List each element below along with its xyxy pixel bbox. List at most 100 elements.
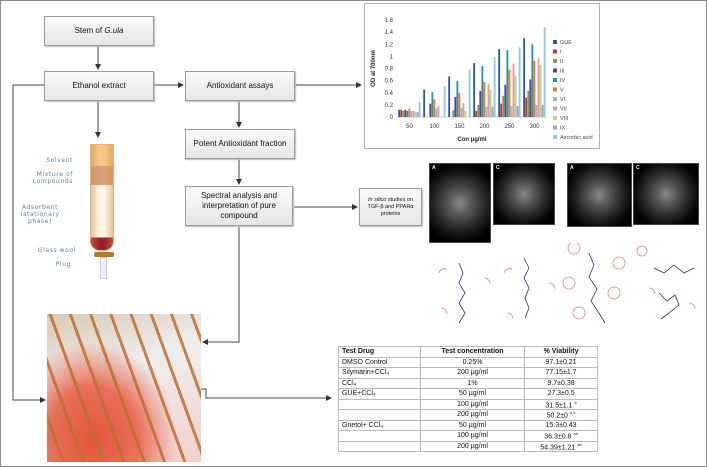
table-row: CCl₄ 1% 9.7±0.38 <box>338 377 598 389</box>
legend-label: IX <box>560 126 566 132</box>
bar-ii <box>402 110 405 117</box>
bar-ii <box>452 110 455 117</box>
table-row: GUE+CCl₄ 50 µg/ml 27.3±0.5 <box>338 388 598 400</box>
bar-gue <box>523 38 526 117</box>
bar-iv <box>456 81 459 117</box>
bar-viii <box>464 110 467 117</box>
bar-v <box>508 69 511 117</box>
cell-text: 36.3±0.8 <box>544 433 572 441</box>
cell-concentration: 200 µg/ml <box>419 367 526 379</box>
bar-vi <box>410 110 413 117</box>
bar-viii <box>514 76 517 117</box>
bar-ascorbic-acid <box>518 47 521 117</box>
legend-label: VIII <box>560 116 569 122</box>
legend-label: VI <box>560 97 566 103</box>
bar-vii <box>437 106 440 117</box>
ethanol-extract-box: Ethanol extract <box>44 71 154 101</box>
legend-label: GUE <box>560 40 572 46</box>
cell-viability: 9.7±0.38 <box>524 377 598 389</box>
bar-i <box>400 109 403 117</box>
bar-vi <box>460 107 463 117</box>
in-silico-italic: In silico <box>368 196 387 203</box>
bar-ascorbic-acid <box>418 101 421 117</box>
y-axis-label: OD at 700nm <box>371 50 377 87</box>
cell-concentration: 100 µg/ml <box>419 398 526 410</box>
panel-letter: A <box>432 165 436 171</box>
label-mixture: Mixture of compounds <box>32 171 73 185</box>
bar-viii <box>489 89 492 117</box>
stem-text: Stem of <box>74 26 105 35</box>
x-axis-label: Con µg/ml <box>457 137 486 143</box>
cell-concentration: 200 µg/ml <box>419 409 526 421</box>
x-tick-label: 100 <box>429 124 440 130</box>
bar-gue <box>498 49 501 117</box>
cell-viability: 50.2±0 a b <box>524 409 598 421</box>
legend-swatch <box>553 135 557 139</box>
y-tick-label: 1.6 <box>385 18 394 24</box>
legend-swatch <box>553 116 557 120</box>
label-solvent: Solvent <box>46 157 73 164</box>
bar-ix <box>491 106 494 117</box>
bar-ascorbic-acid <box>468 69 471 117</box>
bar-vi <box>485 106 488 117</box>
legend-label: Ascorbic acid <box>560 135 593 141</box>
bar-ascorbic-acid <box>443 86 446 117</box>
legend-label: III <box>560 69 565 75</box>
bar-i <box>525 97 528 117</box>
bar-ii <box>477 104 480 117</box>
bar-v <box>533 60 536 117</box>
y-tick-label: 1 <box>390 54 394 60</box>
cell-text: 50.2±0 <box>546 412 568 420</box>
col-header: Test Drug <box>338 346 421 358</box>
cell-text: 9.7±0.38 <box>547 379 575 387</box>
chromatography-column <box>90 144 114 251</box>
table-row: Gnetol+ CCl₄ 50 µg/ml 15.3±0.43 <box>338 419 598 431</box>
bar-iv <box>506 50 509 117</box>
bar-viii <box>414 112 417 117</box>
cell-concentration: 0.25% <box>419 356 526 368</box>
docking-image: C <box>633 163 699 225</box>
table-row: 200 µg/ml 54.39±1.21 ab <box>338 440 598 452</box>
bar-iii <box>404 109 407 117</box>
significance-mark: ab <box>577 441 582 447</box>
cell-text: 100 µg/ml <box>457 432 488 440</box>
cell-viability: 77.15±1.7 <box>524 367 598 379</box>
col-header: Test concentration <box>419 346 526 358</box>
table-row: 100 µg/ml 36.3±0.8 ab <box>338 430 598 442</box>
y-tick-label: 0 <box>390 115 394 121</box>
cell-text: GUE+CCl₄ <box>342 390 376 398</box>
antioxidant-assays-box: Antioxidant assays <box>185 71 295 101</box>
cell-viability: 31.5±1.1 b <box>524 398 598 410</box>
significance-mark: ab <box>573 431 578 437</box>
x-tick-label: 300 <box>529 124 540 130</box>
legend-swatch <box>553 87 557 92</box>
y-tick-label: 1.4 <box>385 30 394 36</box>
species-name: G.ula <box>104 26 124 35</box>
column-tip <box>100 257 107 279</box>
cell-text: DMSO Control <box>342 358 388 366</box>
panel-letter: C <box>496 165 500 171</box>
bar-ascorbic-acid <box>493 56 496 117</box>
stem-box: Stem of G.ula <box>44 16 154 46</box>
cell-drug: GUE+CCl₄ <box>338 388 421 400</box>
bar-gue <box>423 89 426 117</box>
y-tick-label: 0.6 <box>385 79 394 85</box>
bar-iv <box>481 66 484 117</box>
legend-label: II <box>560 59 564 65</box>
table-row: DMSO Control 0.25% 97.1±0.21 <box>338 356 598 368</box>
cell-text: 50 µg/ml <box>459 421 487 429</box>
bar-iii <box>529 79 532 117</box>
cell-drug: DMSO Control <box>338 356 421 368</box>
cell-text: 31.5±1.1 <box>545 401 573 409</box>
cell-drug: CCl₄ <box>338 377 421 389</box>
bar-ii <box>527 90 530 117</box>
label-glass-wool: Glass wool <box>37 247 76 254</box>
panel-letter: A <box>570 165 574 171</box>
cell-viability: 15.3±0.43 <box>524 419 598 431</box>
y-tick-label: 1.2 <box>385 42 394 48</box>
cell-drug: Silymarin+CCl₄ <box>338 367 421 379</box>
bar-viii <box>539 64 542 117</box>
spectral-analysis-box: Spectral analysis and interpretation of … <box>185 186 293 226</box>
